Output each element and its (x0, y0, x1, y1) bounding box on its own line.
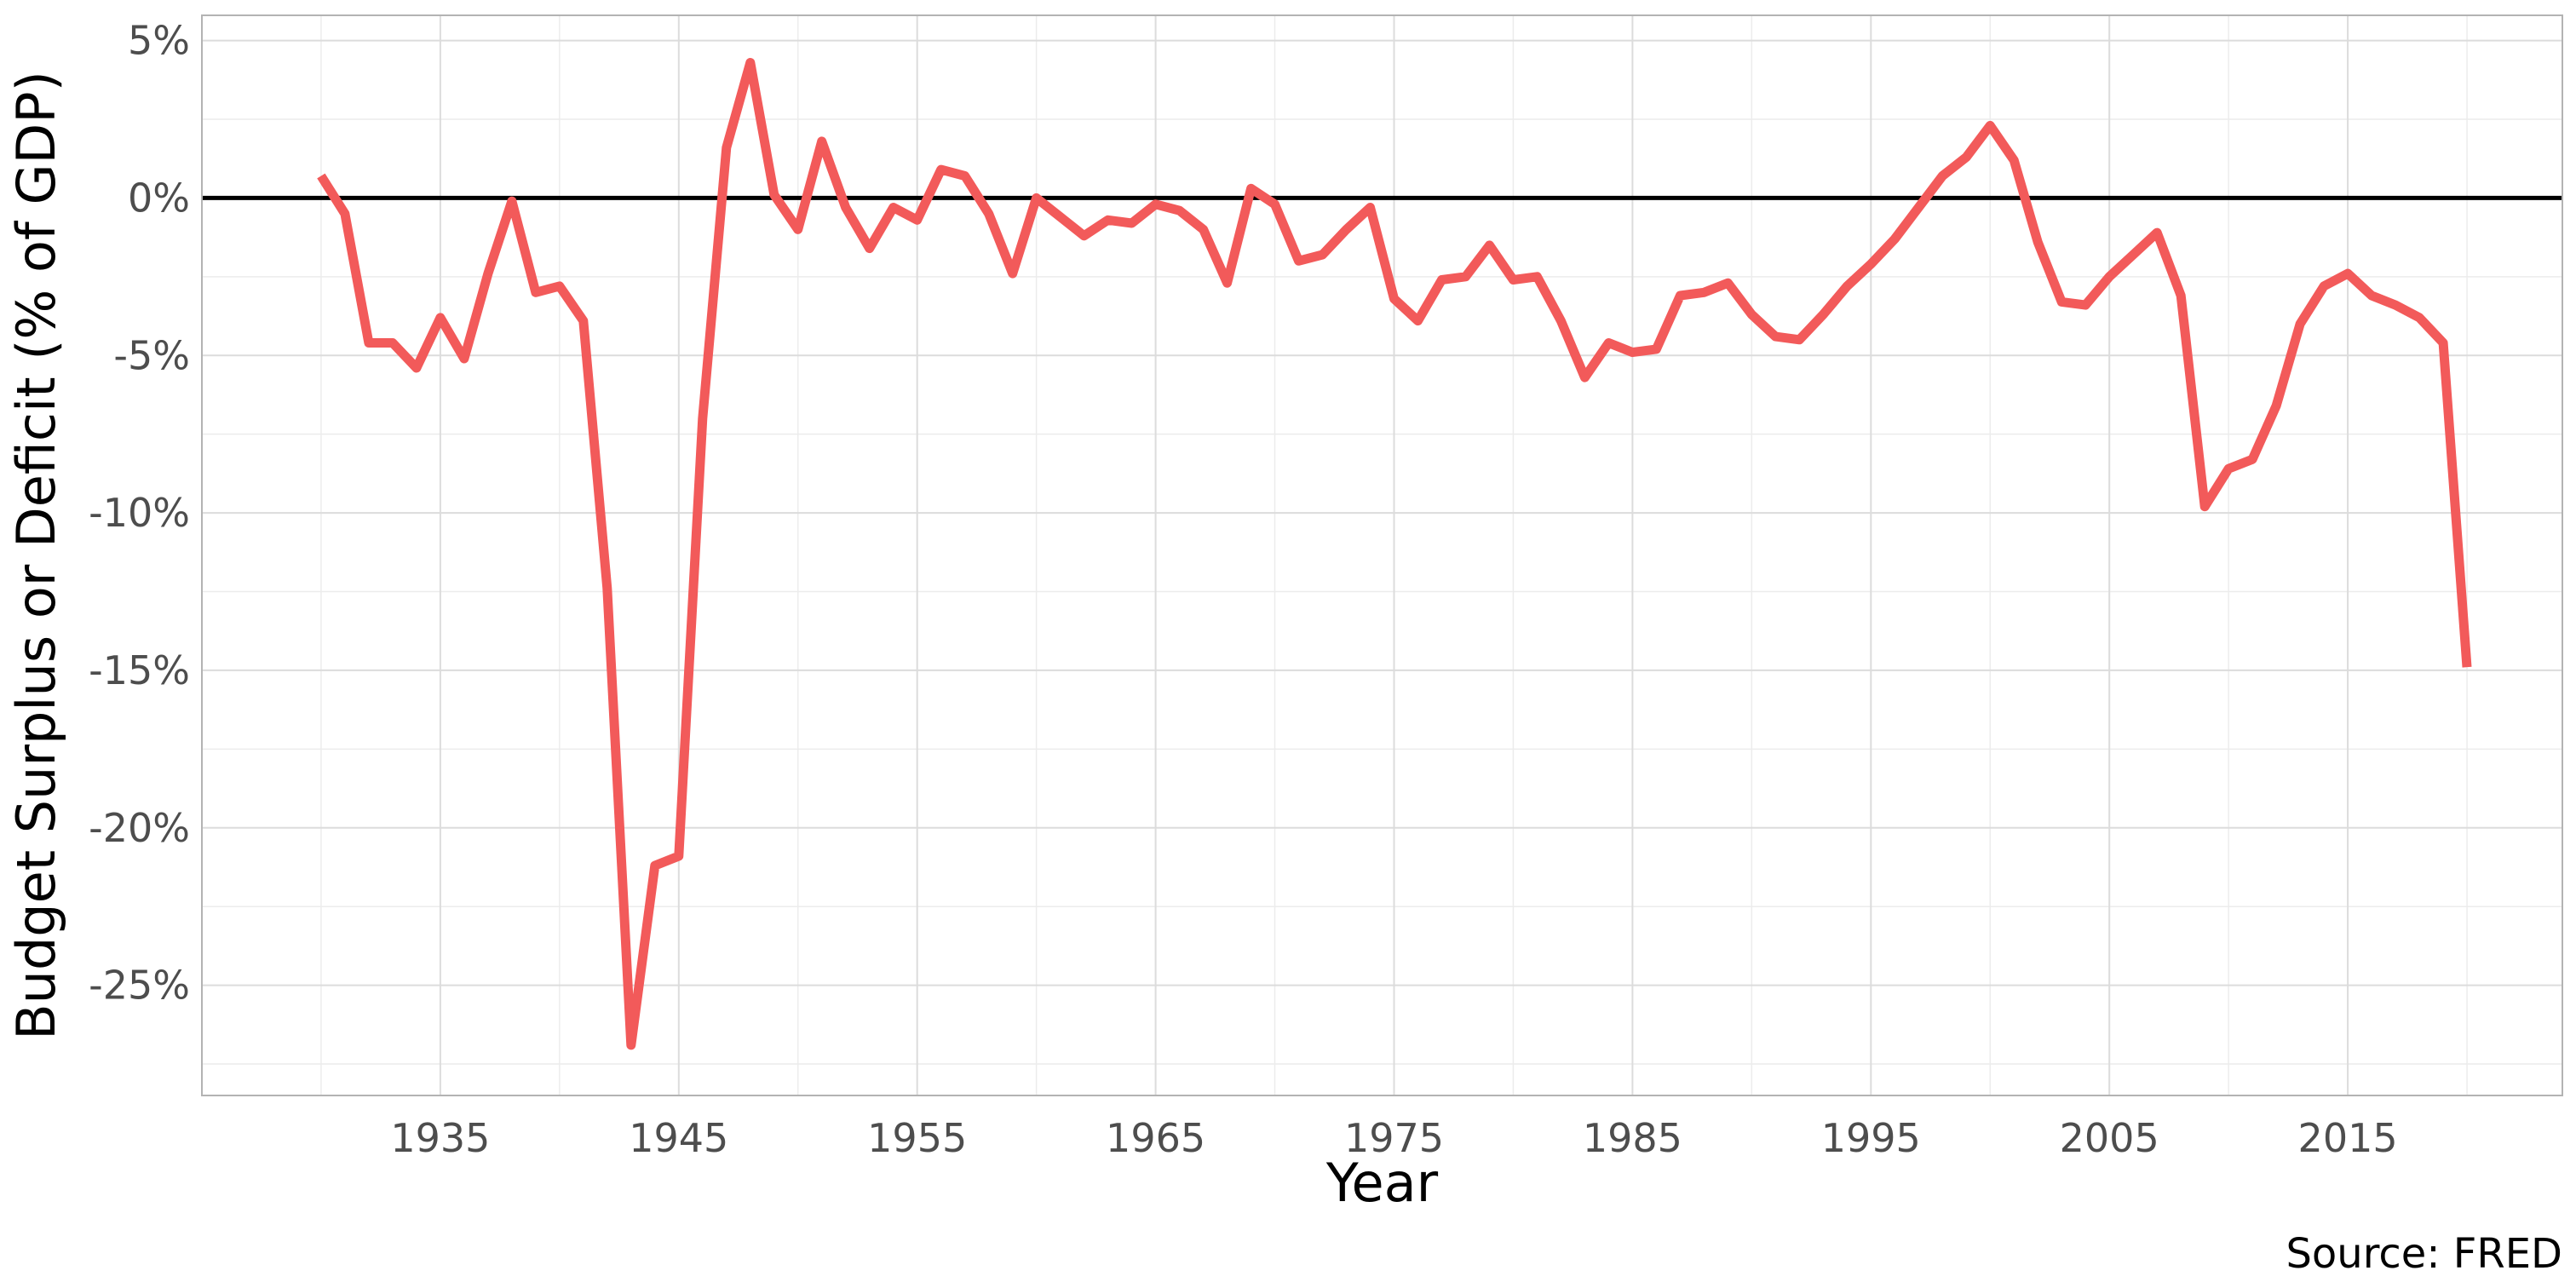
x-tick-label: 1965 (1106, 1115, 1205, 1161)
x-tick-label: 1945 (629, 1115, 728, 1161)
x-tick-label: 1995 (1821, 1115, 1921, 1161)
x-axis-title: Year (1325, 1152, 1439, 1214)
y-tick-label: 5% (128, 18, 190, 64)
source-caption: Source: FRED (2286, 1230, 2562, 1278)
series-line (317, 58, 2472, 1050)
y-tick-label: -5% (113, 332, 190, 378)
panel-border (201, 14, 2563, 1096)
x-tick-label: 2005 (2060, 1115, 2159, 1161)
y-tick-label: -10% (89, 490, 190, 536)
y-axis-tick-labels: 5% 0% -5% -10% -15% -20% -25% (89, 18, 190, 1009)
y-tick-label: -25% (89, 963, 190, 1009)
x-tick-label: 1955 (867, 1115, 967, 1161)
y-tick-label: -15% (89, 647, 190, 693)
x-tick-label: 1975 (1344, 1115, 1444, 1161)
x-tick-label: 2015 (2298, 1115, 2398, 1161)
y-axis-title: Budget Surplus or Deficit (% of GDP) (5, 71, 67, 1040)
x-tick-label: 1985 (1583, 1115, 1682, 1161)
series-group (317, 58, 2472, 1050)
x-tick-label: 1935 (390, 1115, 490, 1161)
minor-gridlines (202, 15, 2562, 1095)
y-tick-label: -20% (89, 805, 190, 851)
x-axis-tick-labels: 1935 1945 1955 1965 1975 1985 1995 2005 2015 (390, 1115, 2397, 1161)
y-tick-label: 0% (128, 175, 190, 221)
